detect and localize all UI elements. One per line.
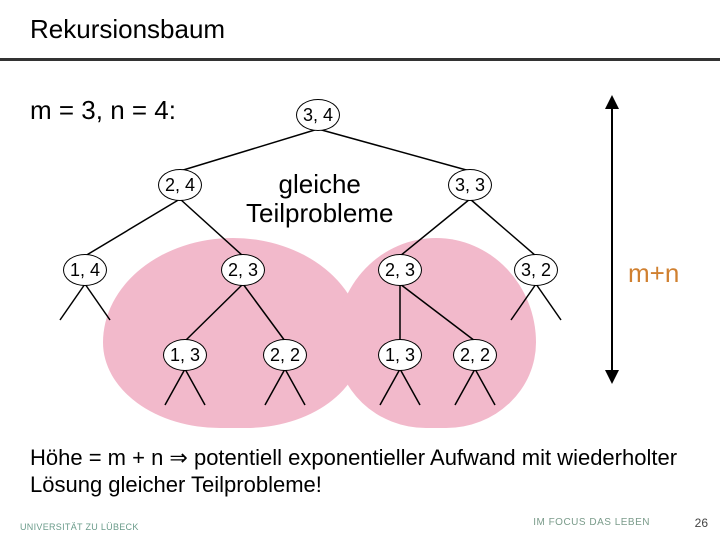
footer-text: Höhe = m + n ⇒ potentiell exponentieller… [30,445,690,498]
tagline: IM FOCUS DAS LEBEN [533,517,650,528]
tree-node: 1, 4 [63,254,107,286]
tree-node: 1, 3 [163,339,207,371]
title-rule [0,58,720,61]
page-number: 26 [695,516,708,530]
university-logo: UNIVERSITÄT ZU LÜBECK [20,522,139,532]
tree-diagram: 3, 4 2, 4 3, 3 1, 4 2, 3 2, 3 3, 2 1, 3 2, 2 1, 3… [0,65,720,415]
tree-node: 2, 3 [378,254,422,286]
tree-node: 1, 3 [378,339,422,371]
tree-node: 2, 3 [221,254,265,286]
tree-node: 3, 2 [514,254,558,286]
tree-node: 2, 4 [158,169,202,201]
page-title: Rekursionsbaum [0,0,720,58]
tree-node: 3, 4 [296,99,340,131]
tree-node: 3, 3 [448,169,492,201]
tree-node: 2, 2 [453,339,497,371]
tree-node: 2, 2 [263,339,307,371]
height-arrow [0,65,720,415]
